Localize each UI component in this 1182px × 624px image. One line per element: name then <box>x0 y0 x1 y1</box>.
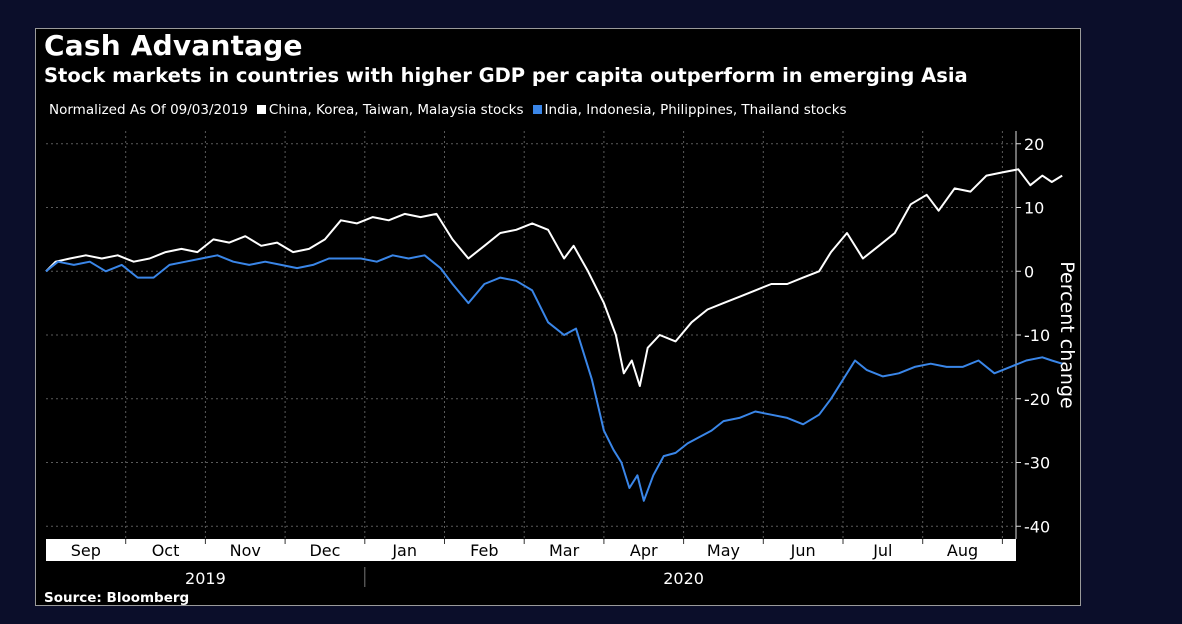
x-month-label: Nov <box>230 541 261 560</box>
x-month-label: Dec <box>309 541 340 560</box>
x-month-label: Oct <box>152 541 180 560</box>
legend-swatch-white <box>256 105 266 114</box>
x-axis-band <box>46 539 1016 561</box>
y-tick-label: -20 <box>1024 390 1050 409</box>
x-month-label: May <box>707 541 740 560</box>
y-axis-title: Percent change <box>1056 261 1078 408</box>
chart-frame: Cash Advantage Stock markets in countrie… <box>35 28 1081 606</box>
x-month-label: Apr <box>630 541 658 560</box>
y-tick-label: -30 <box>1024 454 1050 473</box>
x-month-label: Jul <box>872 541 892 560</box>
legend-note: Normalized As Of 09/03/2019 <box>49 102 248 118</box>
x-month-label: Mar <box>549 541 580 560</box>
series-line-1 <box>45 254 1063 502</box>
x-month-label: Feb <box>470 541 498 560</box>
x-month-label: Jan <box>391 541 417 560</box>
legend: Normalized As Of 09/03/2019 China, Korea,… <box>49 102 847 118</box>
y-tick-label: 10 <box>1024 199 1044 218</box>
x-month-label: Sep <box>71 541 101 560</box>
source-note: Source: Bloomberg <box>44 590 190 606</box>
x-year-label: 2019 <box>185 569 226 588</box>
x-month-label: Jun <box>790 541 816 560</box>
y-tick-label: 20 <box>1024 135 1044 154</box>
x-month-label: Aug <box>947 541 978 560</box>
series-line-0 <box>45 168 1063 387</box>
y-tick-label: -40 <box>1024 517 1050 536</box>
legend-swatch-blue <box>532 105 542 114</box>
chart-svg: 20 10 0 -10 -20 -30 -40 Percent change Sep Oct Nov… <box>45 131 1078 588</box>
legend-label-blue: India, Indonesia, Philippines, Thailand … <box>544 102 847 118</box>
y-tick-label: -10 <box>1024 326 1050 345</box>
x-year-label: 2020 <box>663 569 704 588</box>
chart-subtitle: Stock markets in countries with higher G… <box>44 64 968 87</box>
y-tick-label: 0 <box>1024 262 1034 281</box>
legend-label-white: China, Korea, Taiwan, Malaysia stocks <box>268 102 524 118</box>
chart-title: Cash Advantage <box>44 29 303 62</box>
